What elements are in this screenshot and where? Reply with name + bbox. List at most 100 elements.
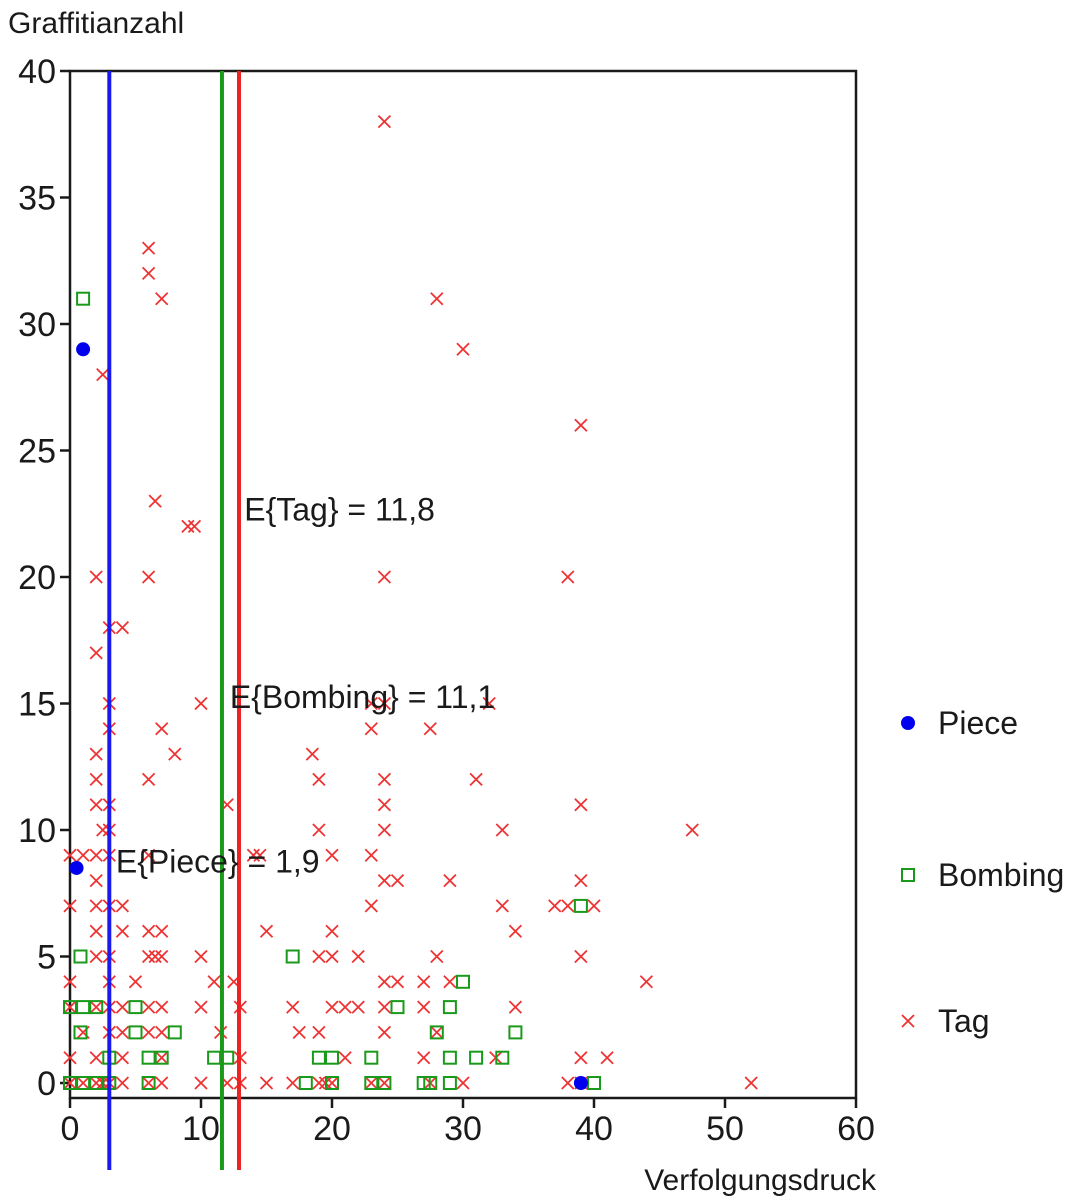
tag-point xyxy=(377,798,392,812)
tag-point xyxy=(574,873,588,888)
tag-point xyxy=(377,696,392,711)
bombing-point xyxy=(63,1000,77,1015)
tag-point xyxy=(508,1000,523,1014)
tag-point xyxy=(194,696,208,711)
tag-point xyxy=(155,1025,169,1040)
tag-point xyxy=(155,292,169,306)
tag-point xyxy=(155,949,169,964)
tag-point xyxy=(390,975,405,989)
bombing-point xyxy=(285,949,300,964)
tag-point xyxy=(141,1076,156,1090)
y-axis-title: Graffitianzahl xyxy=(8,7,184,40)
tag-point xyxy=(351,1000,365,1014)
bombing-point xyxy=(429,1025,444,1040)
tag-point xyxy=(194,1000,208,1014)
tag-point xyxy=(305,747,319,761)
tag-point xyxy=(561,899,575,913)
bombing-point xyxy=(390,1000,405,1015)
bombing-point xyxy=(154,1050,169,1065)
legend-marker-bombing xyxy=(901,868,915,882)
tag-point xyxy=(325,924,339,938)
tag-point xyxy=(141,772,156,787)
tag-point xyxy=(430,292,444,306)
tag-point xyxy=(89,646,103,660)
tag-point xyxy=(286,1000,300,1014)
tag-point xyxy=(495,899,509,913)
y-tick-label: 35 xyxy=(18,180,56,218)
bombing-point xyxy=(587,1076,601,1090)
x-tick-label: 30 xyxy=(444,1110,482,1148)
tag-point xyxy=(377,772,392,787)
tag-point xyxy=(417,1051,431,1065)
legend-marker-piece xyxy=(901,716,915,730)
bombing-point xyxy=(298,1076,313,1090)
tag-point xyxy=(89,899,103,913)
tag-point xyxy=(600,1051,614,1065)
tag-point xyxy=(364,899,378,913)
bombing-point xyxy=(89,1076,104,1090)
tag-point xyxy=(325,949,339,964)
tag-point xyxy=(115,620,130,635)
piece-point xyxy=(69,860,84,875)
tag-point xyxy=(63,975,77,989)
bombing-point xyxy=(89,1000,104,1015)
tag-point xyxy=(141,949,156,964)
y-tick-label: 20 xyxy=(18,559,56,597)
bombing-point xyxy=(442,1050,457,1065)
tag-point xyxy=(469,772,483,787)
tag-point xyxy=(377,1000,392,1014)
tag-point xyxy=(377,1025,392,1040)
tag-point xyxy=(325,848,339,862)
mean-lines xyxy=(107,71,241,1170)
legend: Piece Bombing Tag xyxy=(901,705,1064,1039)
bombing-point xyxy=(73,949,88,964)
tag-point xyxy=(377,823,392,837)
tag-point xyxy=(253,848,267,862)
tag-point xyxy=(96,823,110,837)
x-tick-label: 20 xyxy=(313,1110,351,1148)
tag-point xyxy=(338,1000,352,1014)
bombing-point xyxy=(508,1025,523,1040)
tag-point xyxy=(89,873,103,888)
piece-point xyxy=(573,1076,588,1090)
tag-point xyxy=(430,949,444,964)
tag-point xyxy=(141,848,156,862)
bombing-point xyxy=(469,1050,484,1065)
x-axis-ticks: 0 10 20 30 40 50 60 xyxy=(61,1098,875,1148)
tag-point xyxy=(574,418,588,432)
tag-point xyxy=(115,1025,130,1040)
tag-point xyxy=(155,924,169,938)
tag-point xyxy=(89,570,103,584)
tag-point xyxy=(548,899,562,913)
y-axis-ticks: 0 5 10 15 20 25 30 35 40 xyxy=(18,53,70,1103)
tag-point xyxy=(286,1076,300,1090)
bombing-point xyxy=(495,1050,510,1065)
bombing-point xyxy=(167,1025,182,1040)
tag-point xyxy=(63,1076,77,1090)
bombing-point xyxy=(573,898,588,913)
tag-point xyxy=(155,1000,169,1014)
x-tick-label: 0 xyxy=(61,1110,80,1148)
tag-point xyxy=(63,1051,77,1065)
tag-point xyxy=(312,1076,326,1090)
tag-point xyxy=(194,1076,208,1090)
tag-point xyxy=(141,1025,156,1040)
tag-point xyxy=(89,1051,103,1065)
tag-point xyxy=(377,873,392,888)
tag-point xyxy=(561,1076,575,1090)
tag-point xyxy=(508,924,523,938)
tag-point xyxy=(574,1051,588,1065)
tag-point xyxy=(115,1051,130,1065)
tag-point xyxy=(194,949,208,964)
tag-point xyxy=(207,975,221,989)
mean-annotation: E{Bombing} = 11,1 xyxy=(230,679,495,715)
tag-point xyxy=(574,798,588,812)
tag-point xyxy=(141,570,156,584)
tag-point xyxy=(587,899,601,913)
tag-point xyxy=(168,747,182,761)
x-axis-title: Verfolgungsdruck xyxy=(644,1164,877,1197)
bombing-point xyxy=(128,1025,143,1040)
tag-point xyxy=(292,1025,306,1040)
tag-point xyxy=(561,570,575,584)
